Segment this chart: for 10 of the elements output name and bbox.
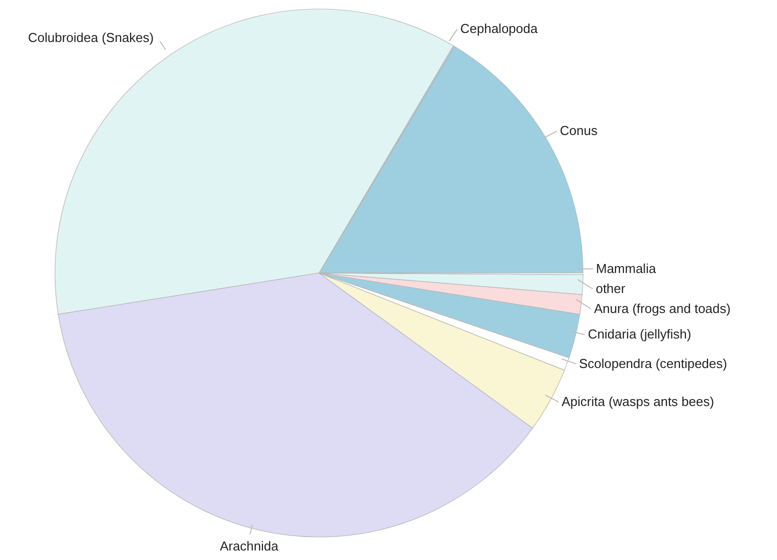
slice-label: Conus — [560, 123, 598, 138]
slice-label: other — [596, 280, 626, 296]
slice-label: Arachnida — [220, 538, 280, 554]
slice-label: Anura (frogs and toads) — [594, 300, 731, 316]
slice-label: Scolopendra (centipedes) — [578, 356, 728, 371]
slice-label: Colubroidea (Snakes) — [28, 30, 154, 46]
slice-label: Cephalopoda — [460, 21, 538, 36]
slice-label: Cnidaria (jellyfish) — [588, 326, 692, 342]
slice-label: Mammalia — [596, 260, 657, 276]
slice-label: Apicrita (wasps ants bees) — [562, 394, 714, 409]
